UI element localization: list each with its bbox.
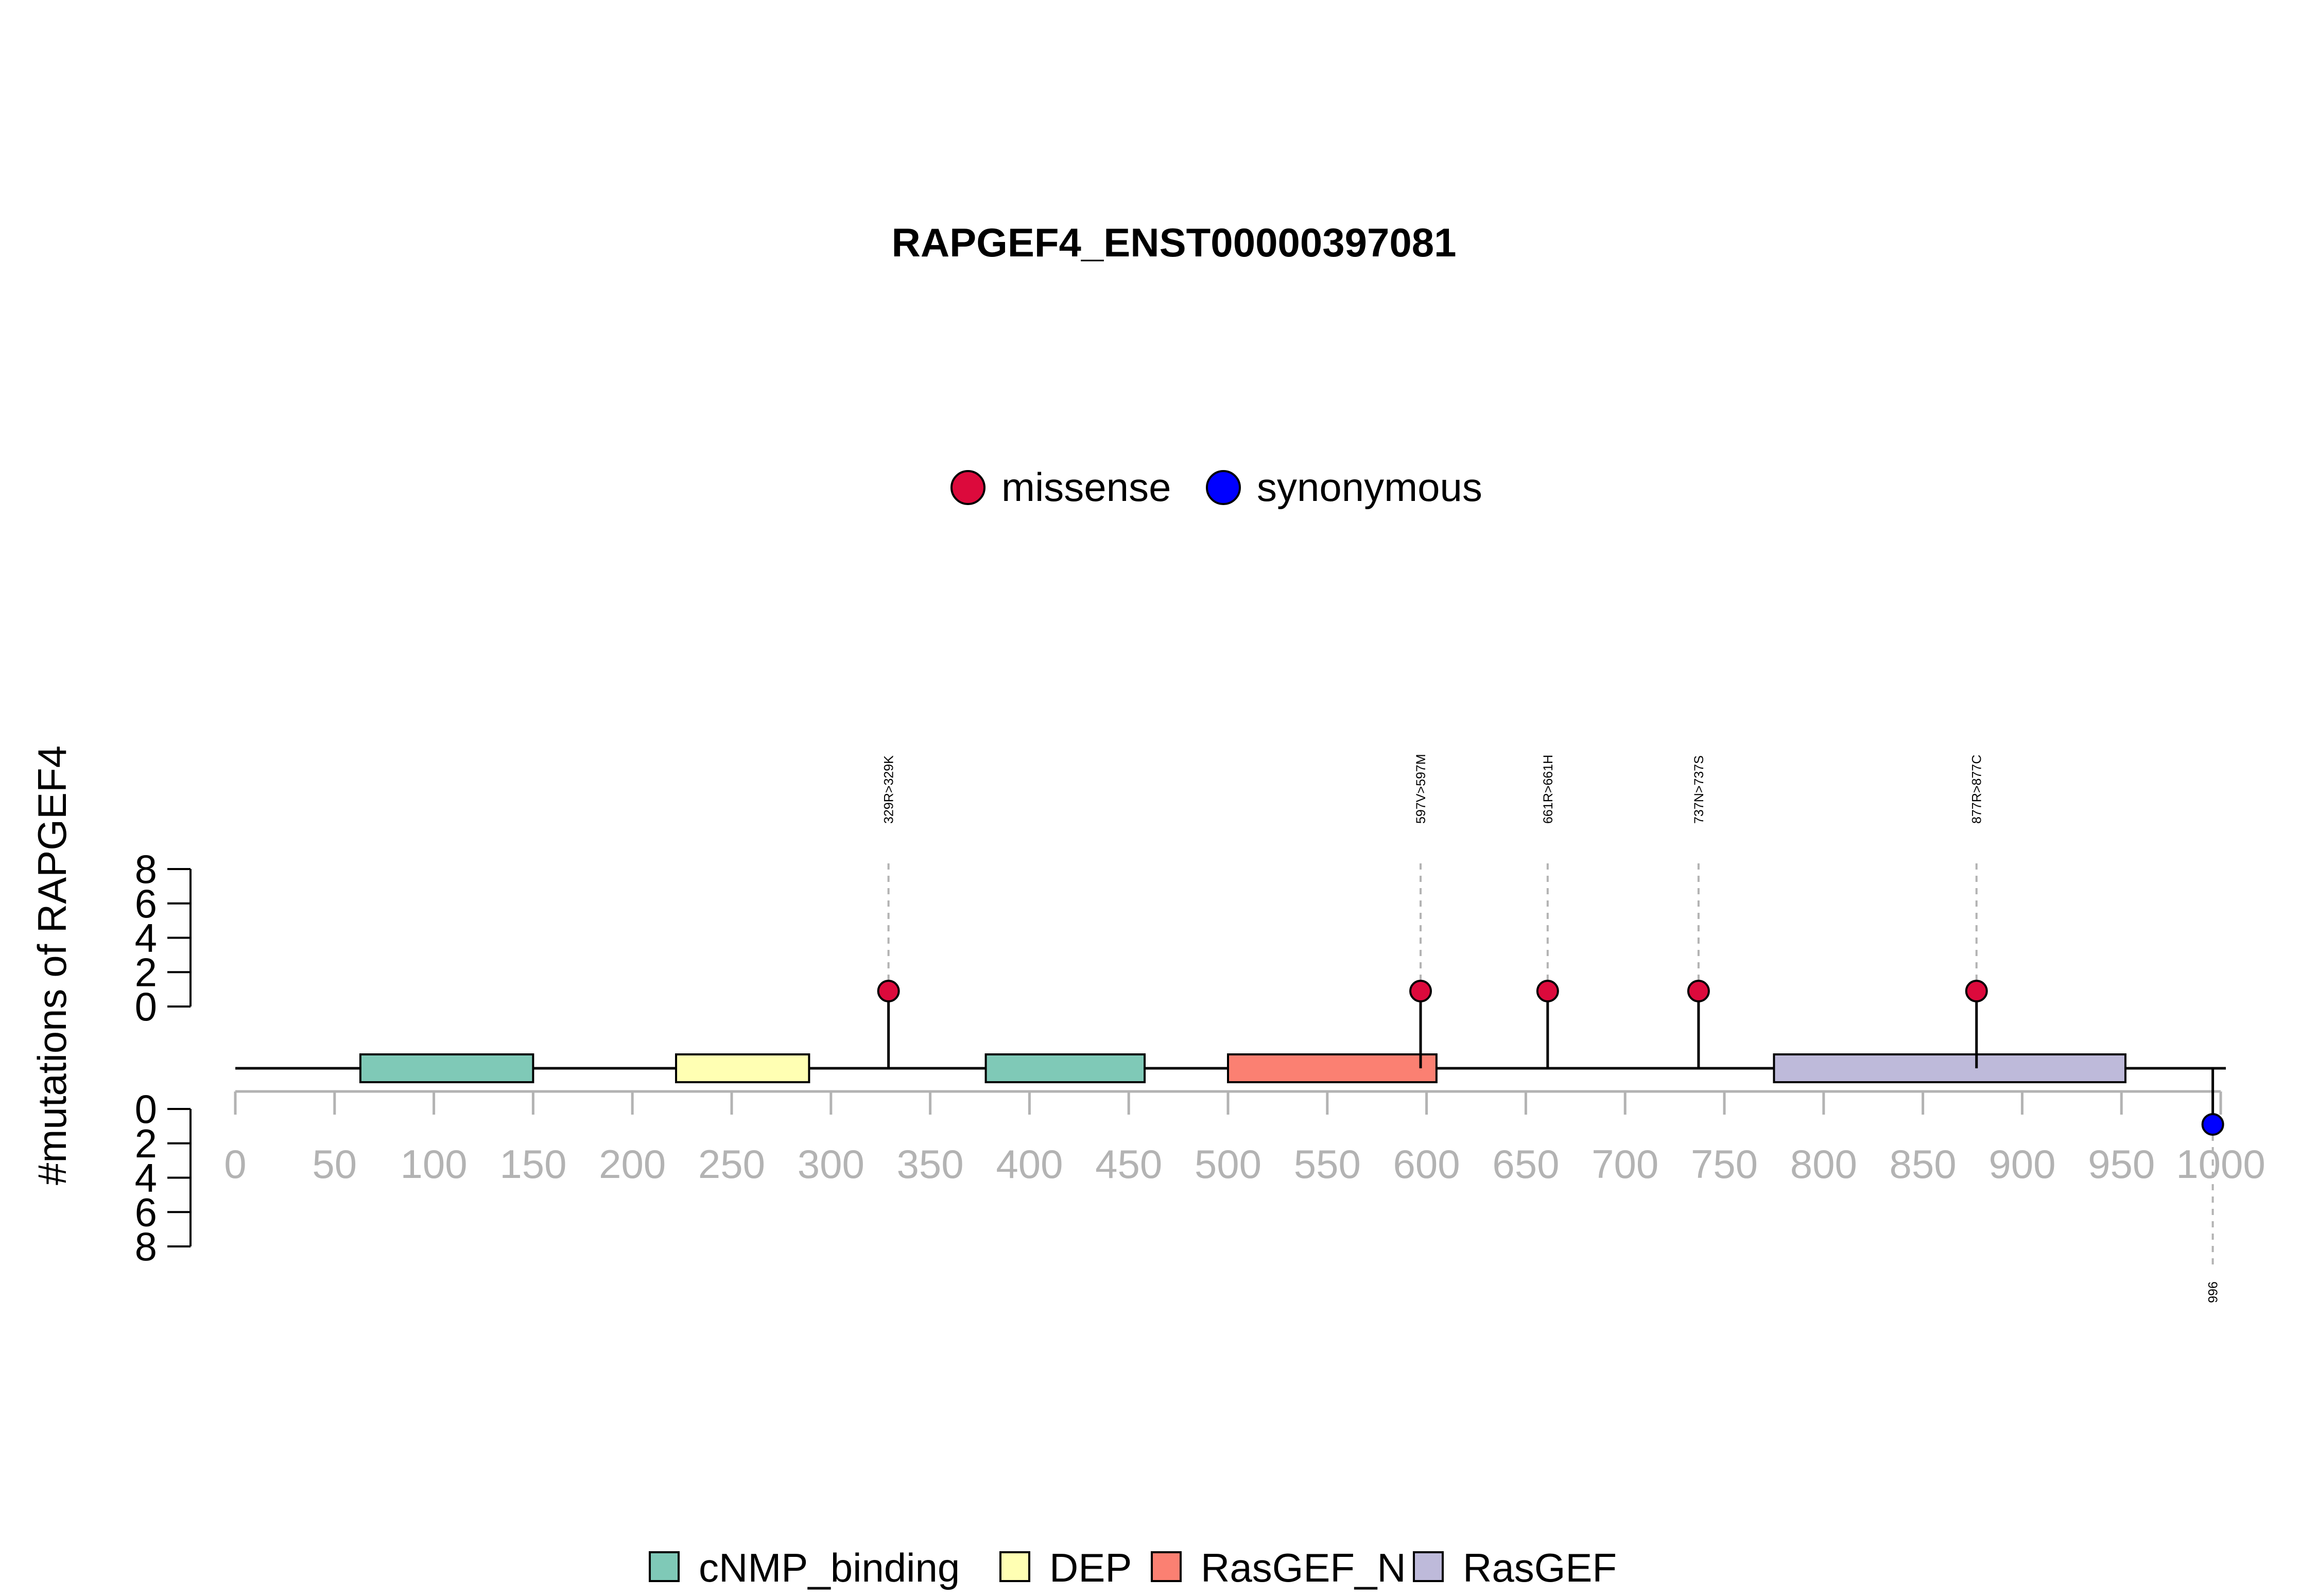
domain-legend-label-RasGEF_N: RasGEF_N [1201,1545,1406,1590]
x-tick-label: 100 [401,1141,468,1187]
mutation-label: 661R>661H [1541,755,1555,824]
y-tick-label-top: 8 [135,846,157,892]
lollipop-head-missense [1536,980,1559,1002]
domain-legend-swatch-cNMP_binding [649,1551,680,1582]
x-tick-label: 200 [599,1141,666,1187]
x-tick-label: 150 [499,1141,566,1187]
y-tick-label-bottom: 6 [135,1189,157,1235]
x-axis: 0 50 100 150 200 250 300 350 400 450 500 550 600 650 7… [224,1090,2266,1187]
y-tick-label-top: 2 [135,949,157,995]
domain-legend-label-DEP: DEP [1049,1545,1132,1590]
domain-cNMP_binding [984,1053,1146,1083]
x-tick-label: 550 [1294,1141,1361,1187]
y-tick-label-top: 4 [135,915,157,961]
legend-label-synonymous: synonymous [1257,464,1482,510]
x-tick-label: 450 [1095,1141,1162,1187]
x-tick-label: 850 [1890,1141,1957,1187]
lollipop-head-missense [1965,980,1988,1002]
x-tick-label: 350 [897,1141,964,1187]
legend-marker-missense [950,470,985,505]
x-tick-label: 700 [1592,1141,1658,1187]
domain-legend-swatch-DEP [999,1551,1030,1582]
domain-cNMP_binding [359,1053,534,1083]
legend-label-missense: missense [1001,464,1171,510]
x-tick-label: 800 [1790,1141,1857,1187]
x-tick-label: 750 [1691,1141,1758,1187]
lollipop-head-missense [877,980,900,1002]
x-tick-label: 650 [1492,1141,1559,1187]
x-tick-label: 1000 [2176,1141,2266,1187]
x-tick-label: 950 [2088,1141,2155,1187]
y-axis-label: #mutations of RAPGEF4 [29,745,75,1185]
lollipop-head-missense [1409,980,1432,1002]
y-tick-label-bottom: 0 [135,1086,157,1132]
y-tick-label-bottom: 4 [135,1155,157,1201]
y-tick-label-bottom: 8 [135,1224,157,1269]
lollipop-head-missense [1687,980,1710,1002]
x-tick-label: 600 [1393,1141,1460,1187]
domain-legend-label-cNMP_binding: cNMP_binding [699,1545,960,1590]
x-tick-label: 50 [312,1141,357,1187]
mutation-type-legend: missense synonymous [950,464,1482,510]
x-tick-label: 0 [224,1141,246,1187]
domain-RasGEF [1773,1053,2126,1083]
mutation-label: 996 [2206,1281,2221,1303]
domain-legend: cNMP_binding DEP RasGEF_N RasGEF [649,1545,1617,1590]
domain-DEP [675,1053,810,1083]
mutation-label: 597V>597M [1414,754,1428,824]
y-tick-label-top: 6 [135,881,157,926]
domain-legend-swatch-RasGEF [1413,1551,1444,1582]
domain-legend-swatch-RasGEF_N [1151,1551,1182,1582]
mutation-label: 737N>737S [1692,755,1706,824]
y-tick-label-top: 0 [135,984,157,1029]
mutation-lollipops: 329R>329K 597V>597M 661R>661H 737N>737S 877R… [877,754,2224,1303]
mutation-label: 877R>877C [1970,755,1984,824]
x-tick-label: 500 [1195,1141,1261,1187]
lollipop-head-synonymous [2201,1113,2224,1136]
domain-legend-label-RasGEF: RasGEF [1463,1545,1617,1590]
x-tick-label: 300 [798,1141,864,1187]
x-tick-label: 250 [698,1141,765,1187]
mutation-label: 329R>329K [882,755,896,824]
legend-marker-synonymous [1206,470,1241,505]
x-tick-label: 900 [1989,1141,2055,1187]
domain-track [359,1053,2126,1083]
chart-title: RAPGEF4_ENST00000397081 [892,220,1457,265]
x-tick-label: 400 [996,1141,1063,1187]
domain-RasGEF_N [1227,1053,1438,1083]
y-tick-label-bottom: 2 [135,1121,157,1166]
